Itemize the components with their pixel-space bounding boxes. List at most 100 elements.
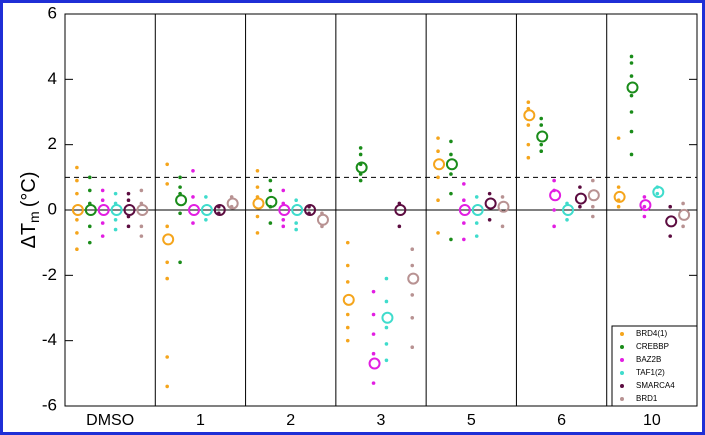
data-point: [178, 211, 182, 216]
data-point: [165, 224, 169, 229]
data-point: [449, 237, 453, 242]
mean-marker: [123, 204, 136, 216]
x-tick-label: 5: [467, 412, 476, 429]
data-point: [358, 152, 363, 157]
mean-marker: [97, 204, 110, 216]
data-point: [668, 234, 673, 238]
data-point: [449, 139, 453, 144]
mean-marker: [445, 158, 458, 171]
y-tick-label: 6: [48, 3, 57, 22]
data-point: [165, 260, 169, 265]
data-point: [281, 188, 286, 193]
data-point: [552, 208, 556, 212]
mean-marker: [639, 199, 652, 212]
legend-swatch: [620, 358, 624, 362]
legend-label: TAF1(2): [636, 368, 665, 377]
mean-marker: [536, 130, 549, 143]
data-point: [75, 218, 79, 222]
data-point: [165, 355, 169, 359]
data-point: [629, 61, 634, 65]
mean-marker: [304, 204, 317, 216]
data-point: [668, 204, 673, 209]
data-point: [629, 54, 634, 59]
data-point: [552, 178, 556, 183]
mean-marker: [549, 189, 562, 202]
data-point: [345, 312, 350, 317]
x-tick-label: 3: [377, 412, 386, 429]
data-point: [436, 136, 440, 140]
data-point: [539, 123, 544, 127]
legend-box: [611, 325, 698, 407]
data-point: [629, 110, 634, 114]
mean-marker: [187, 204, 200, 216]
legend-label: CREBBP: [636, 342, 669, 351]
data-point: [591, 204, 595, 209]
data-point: [436, 175, 440, 180]
data-point: [178, 175, 182, 180]
data-point: [384, 276, 389, 281]
mean-marker: [626, 81, 639, 94]
data-point: [113, 227, 118, 232]
data-point: [371, 312, 376, 317]
data-point: [87, 240, 92, 245]
data-point: [255, 185, 260, 189]
mean-marker: [355, 161, 368, 174]
data-point: [371, 351, 376, 356]
data-point: [539, 149, 544, 153]
data-point: [191, 221, 195, 225]
data-point: [100, 188, 105, 193]
x-tick-label: DMSO: [86, 412, 134, 429]
mean-marker: [200, 204, 213, 216]
y-axis-label: ΔTm(°C): [18, 171, 41, 248]
data-point: [87, 188, 92, 193]
data-point: [165, 182, 169, 186]
mean-marker: [523, 109, 536, 122]
data-point: [410, 263, 415, 268]
data-point: [165, 276, 169, 281]
plot-frame: [64, 13, 698, 407]
data-point: [629, 129, 634, 134]
data-point: [397, 224, 402, 229]
mean-marker: [84, 204, 97, 216]
legend-swatch: [620, 345, 624, 349]
data-point: [474, 221, 479, 225]
mean-marker: [652, 186, 665, 199]
mean-marker: [433, 158, 446, 171]
data-point: [100, 234, 105, 238]
data-point: [165, 162, 169, 167]
mean-marker: [278, 204, 291, 216]
y-tick-label: -2: [42, 265, 57, 284]
data-point: [642, 195, 647, 199]
data-point: [100, 221, 105, 225]
data-point: [345, 280, 350, 284]
data-point: [371, 381, 376, 385]
data-point: [539, 116, 544, 121]
mean-marker: [407, 272, 420, 285]
mean-marker: [71, 204, 84, 216]
data-point: [178, 185, 182, 189]
data-point: [358, 146, 363, 150]
data-point: [75, 178, 79, 183]
x-tick-label: 10: [643, 412, 661, 429]
data-point: [345, 325, 350, 330]
data-point: [255, 169, 260, 173]
data-point: [126, 191, 131, 196]
data-point: [191, 169, 195, 173]
data-point: [436, 231, 440, 235]
data-point: [268, 221, 273, 225]
data-point: [281, 224, 286, 229]
data-point: [487, 191, 492, 196]
mean-marker: [497, 200, 510, 213]
mean-marker: [574, 192, 587, 205]
data-point: [474, 195, 479, 199]
data-point: [384, 299, 389, 304]
data-point: [539, 142, 544, 147]
mean-marker: [381, 311, 394, 324]
data-point: [113, 218, 118, 222]
legend-swatch: [620, 384, 624, 388]
data-point: [371, 332, 376, 336]
data-point: [462, 198, 466, 202]
legend-label: BAZ2B: [636, 355, 661, 364]
mean-marker: [316, 213, 329, 226]
